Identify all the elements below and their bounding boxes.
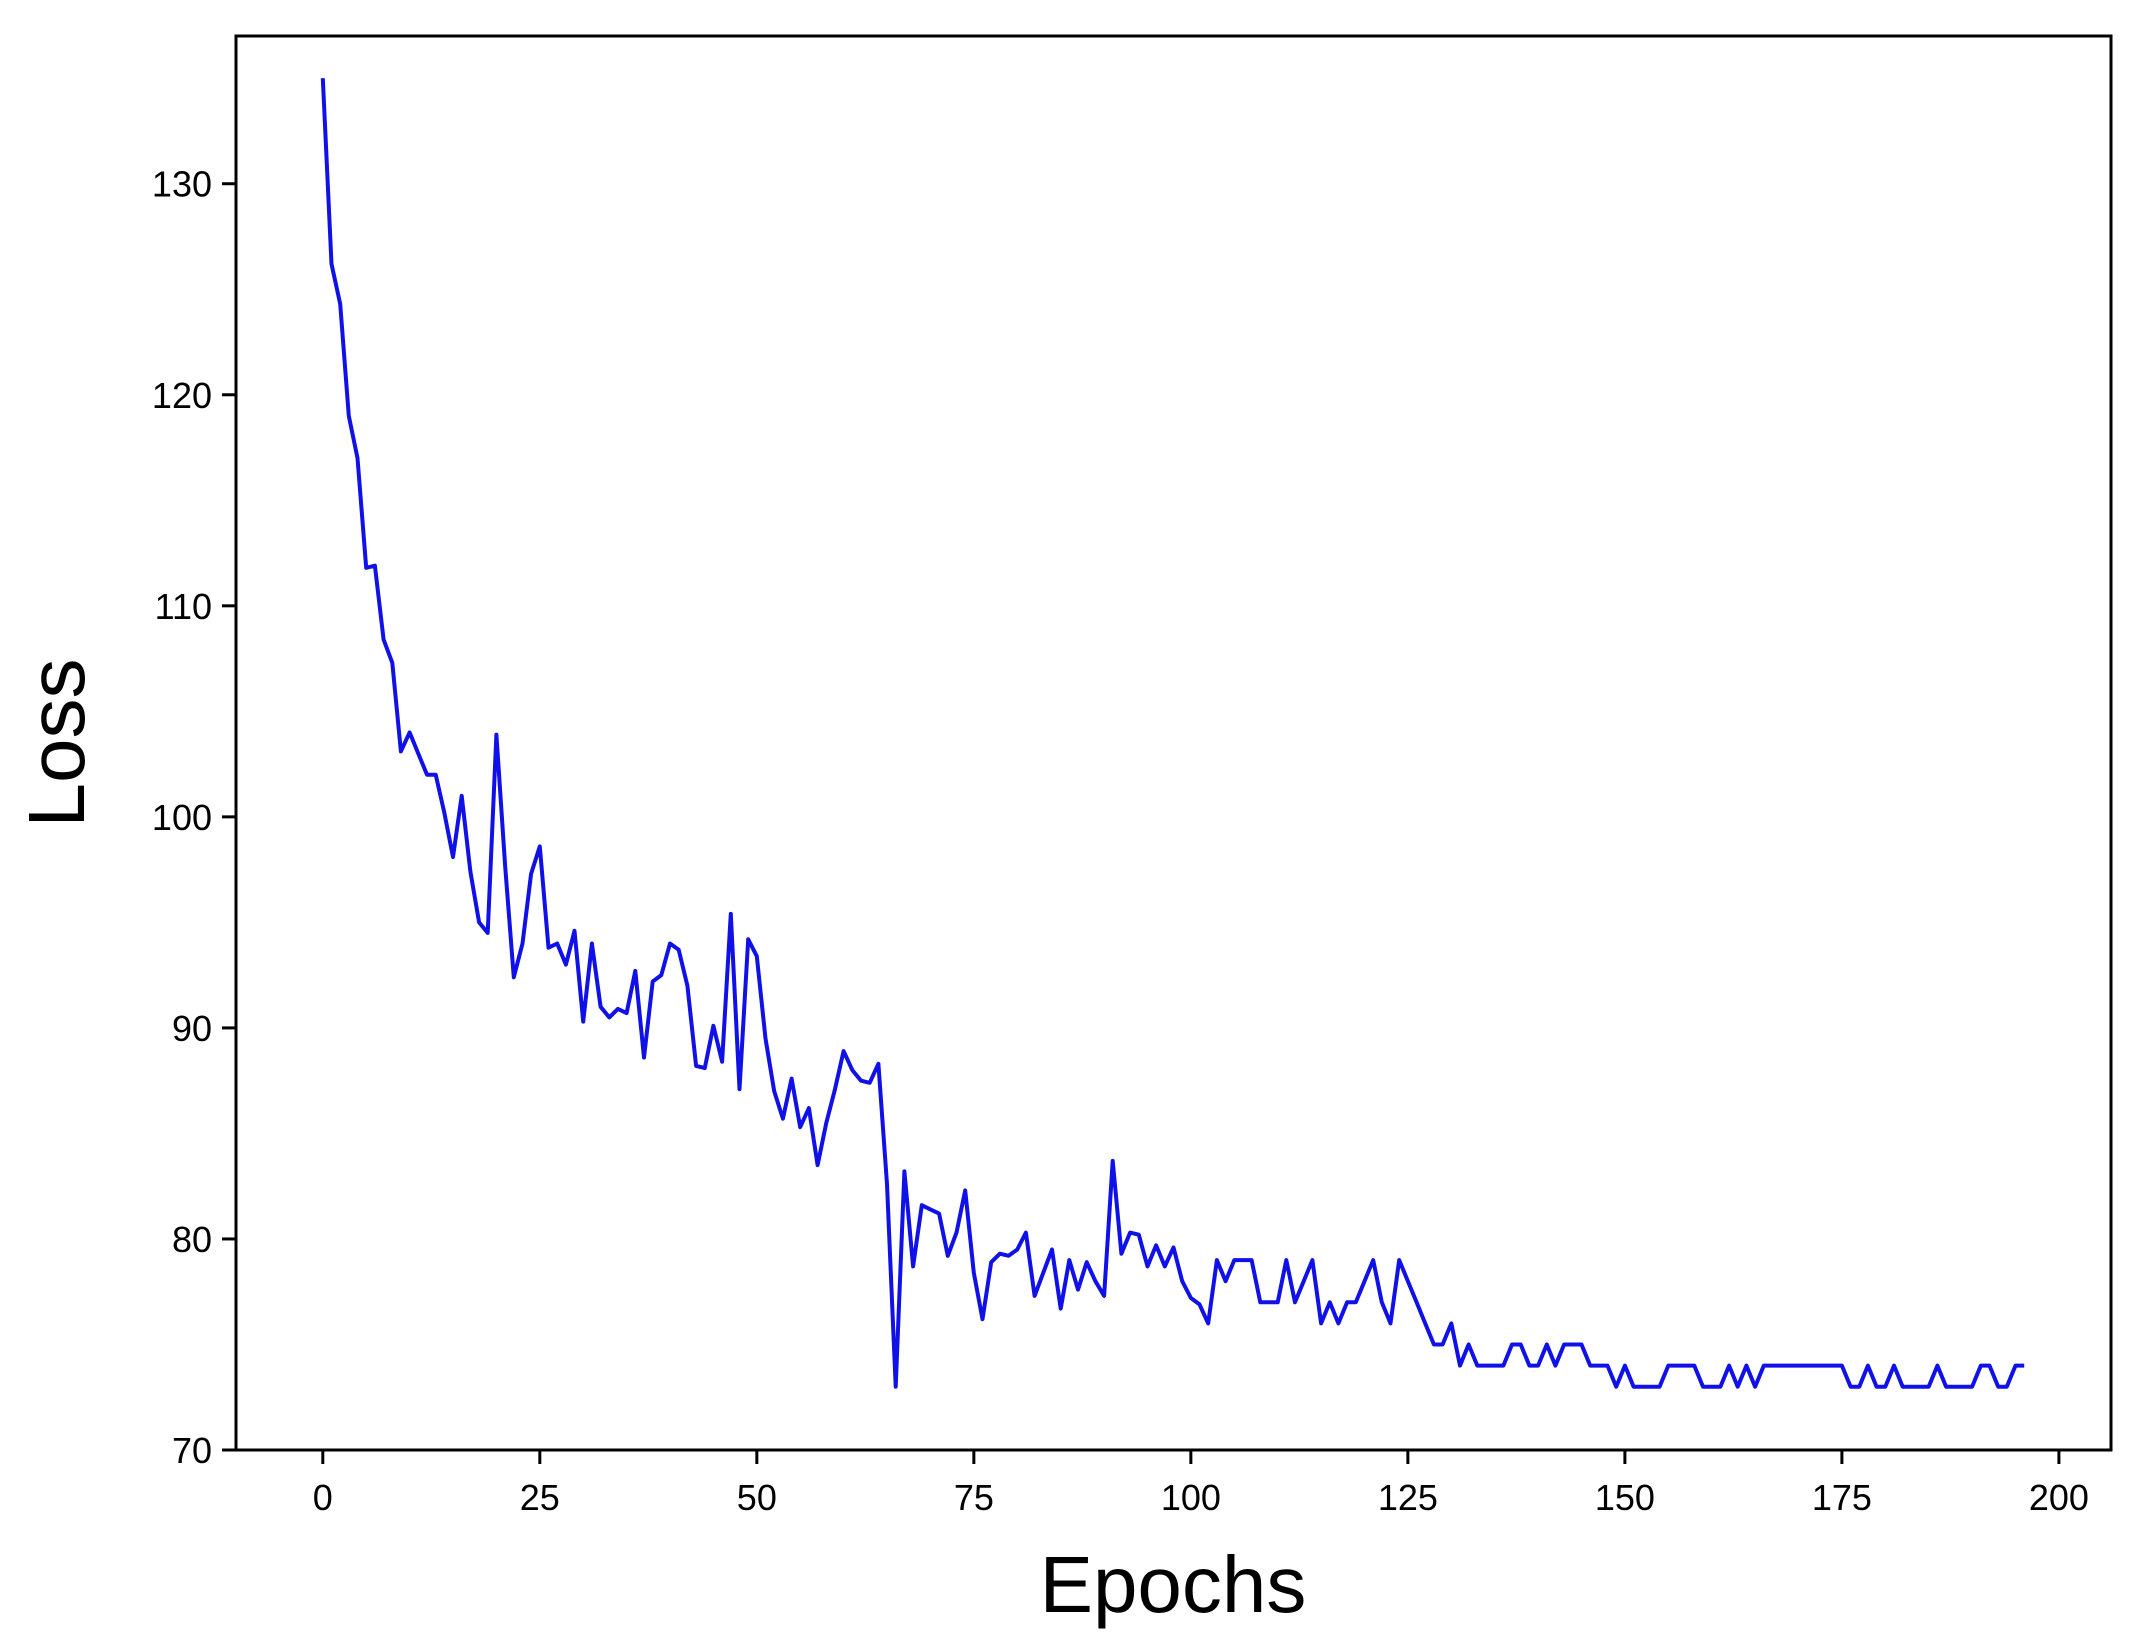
- y-tick-label-1: 80: [172, 1219, 212, 1260]
- y-axis-label: Loss: [12, 659, 101, 828]
- y-tick-label-3: 100: [152, 797, 212, 838]
- y-tick-label-5: 120: [152, 375, 212, 416]
- loss-series-line: [320, 78, 2025, 1389]
- x-axis-label: Epochs: [1040, 1540, 1307, 1629]
- plot-frame: [234, 34, 2113, 1452]
- x-tick-label-6: 150: [1595, 1477, 1655, 1518]
- y-tick-label-4: 110: [155, 586, 212, 627]
- x-tick-label-2: 50: [737, 1477, 777, 1518]
- x-tick-label-8: 200: [2029, 1477, 2089, 1518]
- x-tick-label-5: 125: [1378, 1477, 1438, 1518]
- y-axis-ticks: 70 80 90 100 110 120 130: [152, 164, 236, 1471]
- x-tick-label-1: 25: [520, 1477, 560, 1518]
- x-axis-ticks: 0 25 50 75 100 125 150 175 200: [313, 1450, 2089, 1518]
- x-tick-label-4: 100: [1161, 1477, 1221, 1518]
- x-tick-label-7: 175: [1812, 1477, 1872, 1518]
- y-tick-label-0: 70: [172, 1430, 212, 1471]
- x-tick-label-3: 75: [954, 1477, 994, 1518]
- y-tick-label-2: 90: [172, 1008, 212, 1049]
- x-tick-label-0: 0: [313, 1477, 333, 1518]
- y-tick-label-6: 130: [152, 164, 212, 205]
